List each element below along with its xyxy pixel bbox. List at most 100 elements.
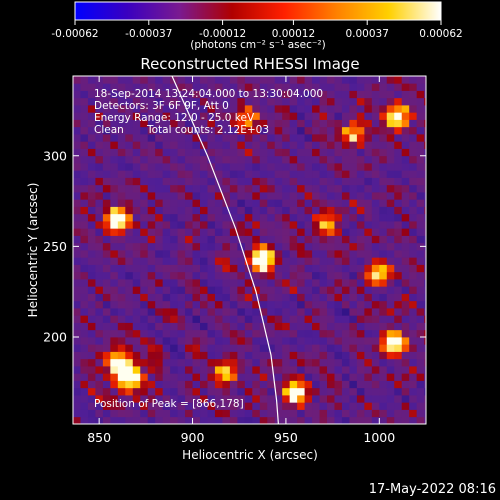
heatmap-cell xyxy=(132,97,141,106)
heatmap-cell xyxy=(170,373,178,381)
heatmap-cell xyxy=(125,279,134,287)
heatmap-cell xyxy=(282,141,291,149)
heatmap-cell xyxy=(222,206,231,215)
heatmap-cell xyxy=(132,279,141,287)
heatmap-cell xyxy=(192,409,201,418)
heatmap-cell xyxy=(312,192,320,200)
heatmap-cell xyxy=(379,395,388,403)
heatmap-cell xyxy=(125,126,134,135)
heatmap-cell xyxy=(155,126,164,135)
heatmap-cell xyxy=(244,105,253,113)
heatmap-cell xyxy=(312,329,320,338)
heatmap-cell xyxy=(252,228,261,236)
heatmap-cell xyxy=(364,141,373,149)
heatmap-cell xyxy=(162,170,171,178)
heatmap-cell xyxy=(379,184,388,193)
heatmap-cell xyxy=(371,337,380,345)
heatmap-cell xyxy=(177,416,186,424)
heatmap-cell xyxy=(110,286,119,294)
heatmap-cell xyxy=(125,119,134,128)
heatmap-cell xyxy=(95,97,104,106)
heatmap-cell xyxy=(132,148,141,157)
heatmap-cell xyxy=(364,300,373,309)
heatmap-cell xyxy=(274,293,283,302)
heatmap-cell xyxy=(95,387,104,396)
heatmap-cell xyxy=(267,228,276,236)
heatmap-cell xyxy=(80,228,89,236)
heatmap-cell xyxy=(282,380,291,389)
heatmap-cell xyxy=(319,213,328,222)
heatmap-cell xyxy=(177,97,186,106)
heatmap-cell xyxy=(334,250,343,258)
heatmap-cell xyxy=(207,184,216,193)
heatmap-cell xyxy=(147,286,156,294)
heatmap-cell xyxy=(200,329,208,338)
heatmap-cell xyxy=(140,366,149,374)
heatmap-cell xyxy=(80,199,89,207)
heatmap-cell xyxy=(401,286,410,294)
heatmap-cell xyxy=(267,97,276,106)
heatmap-cell xyxy=(155,257,164,265)
heatmap-cell xyxy=(102,286,111,294)
heatmap-cell xyxy=(356,416,365,424)
heatmap-cell xyxy=(416,395,425,403)
heatmap-cell xyxy=(349,155,358,164)
heatmap-cell xyxy=(379,308,388,316)
heatmap-cell xyxy=(110,221,119,229)
heatmap-cell xyxy=(267,337,276,345)
heatmap-cell xyxy=(177,235,186,244)
heatmap-cell xyxy=(297,105,305,113)
heatmap-cell xyxy=(364,271,373,280)
heatmap-cell xyxy=(214,235,223,244)
heatmap-cell xyxy=(87,76,96,84)
heatmap-cell xyxy=(110,184,119,193)
heatmap-cell xyxy=(252,380,261,389)
heatmap-cell xyxy=(117,308,126,316)
heatmap-cell xyxy=(289,184,298,193)
heatmap-cell xyxy=(147,293,156,302)
heatmap-cell xyxy=(73,228,81,236)
heatmap-cell xyxy=(304,271,313,280)
heatmap-cell xyxy=(207,126,216,135)
heatmap-cell xyxy=(87,206,96,215)
heatmap-cell xyxy=(185,271,193,280)
heatmap-cell xyxy=(386,257,395,265)
heatmap-cell xyxy=(229,337,238,345)
heatmap-cell xyxy=(222,409,231,418)
heatmap-cell xyxy=(125,177,134,186)
heatmap-cell xyxy=(244,192,253,200)
heatmap-cell xyxy=(304,329,313,338)
heatmap-cell xyxy=(117,337,126,345)
heatmap-cell xyxy=(214,329,223,338)
heatmap-cell xyxy=(229,373,238,381)
heatmap-cell xyxy=(327,112,335,120)
heatmap-cell xyxy=(297,170,305,178)
heatmap-cell xyxy=(259,380,268,389)
heatmap-cell xyxy=(334,416,343,424)
heatmap-cell xyxy=(177,373,186,381)
heatmap-cell xyxy=(192,322,201,331)
heatmap-cell xyxy=(132,141,141,149)
heatmap-cell xyxy=(170,351,178,360)
heatmap-cell xyxy=(177,329,186,338)
heatmap-cell xyxy=(334,235,343,244)
heatmap-cell xyxy=(125,112,134,120)
heatmap-cell xyxy=(379,315,388,323)
heatmap-cell xyxy=(110,192,119,200)
heatmap-cell xyxy=(87,257,96,265)
heatmap-cell xyxy=(304,380,313,389)
heatmap-cell xyxy=(87,192,96,200)
heatmap-cell xyxy=(110,315,119,323)
heatmap-cell xyxy=(297,112,305,120)
heatmap-cell xyxy=(222,380,231,389)
heatmap-cell xyxy=(222,148,231,157)
heatmap-cell xyxy=(319,387,328,396)
heatmap-cell xyxy=(341,250,350,258)
heatmap-cell xyxy=(102,163,111,171)
heatmap-cell xyxy=(192,242,201,251)
heatmap-cell xyxy=(177,163,186,171)
heatmap-cell xyxy=(117,402,126,410)
heatmap-cell xyxy=(252,206,261,215)
heatmap-cell xyxy=(319,250,328,258)
heatmap-cell xyxy=(267,155,276,164)
